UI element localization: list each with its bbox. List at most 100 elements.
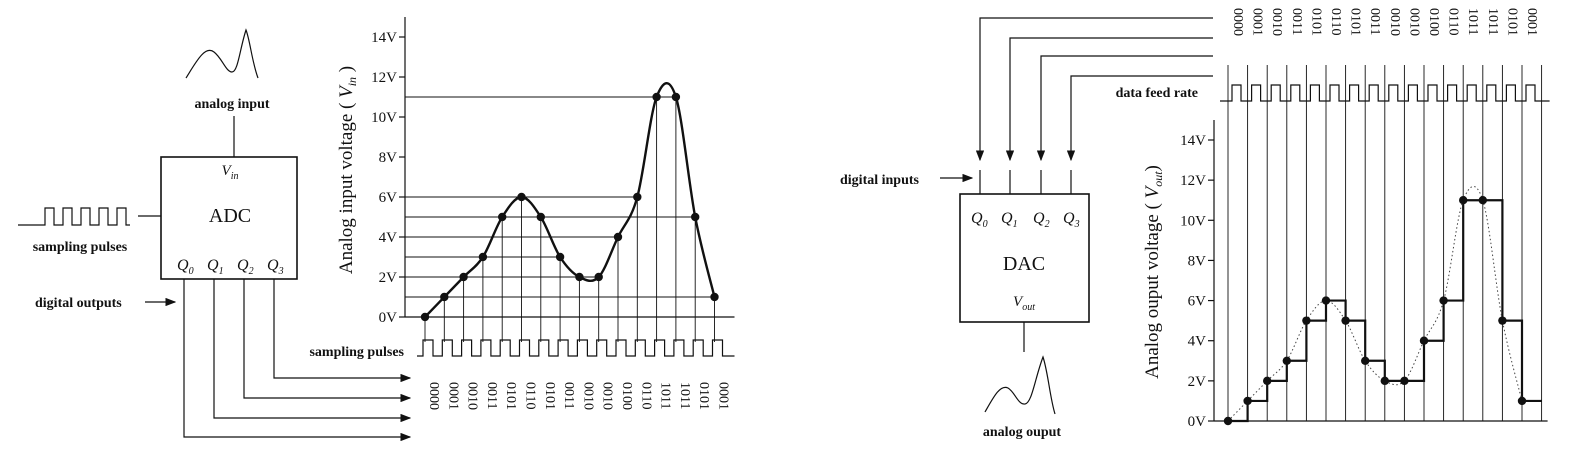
dac-sample-point: [1282, 356, 1292, 365]
adc-sample-point: [440, 292, 449, 302]
adc-code-label: 0101: [503, 382, 518, 410]
adc-code-label: 0001: [716, 382, 731, 410]
analog-input-waveform-icon: [185, 28, 259, 79]
dac-ideal-curve: [1227, 185, 1523, 422]
dac-code-label: 1011: [1485, 8, 1500, 35]
adc-sample-point: [536, 212, 545, 222]
q1-route-wire: [213, 279, 412, 423]
adc-y-axis-label: Analog input voltage ( Vin ): [336, 66, 359, 274]
dac-code-label: 0010: [1406, 8, 1421, 36]
adc-sample-point: [420, 312, 430, 322]
dac-y-tick-label: 12V: [1180, 173, 1206, 189]
dac-sample-point: [1478, 196, 1488, 205]
dac-code-label: 0100: [1426, 8, 1441, 36]
adc-code-label: 1011: [677, 382, 692, 409]
dac-q0-route-wire: [975, 17, 1213, 162]
adc-code-label: 0011: [561, 382, 576, 409]
dac-code-label: 0101: [1348, 8, 1363, 36]
adc-sample-point: [575, 272, 584, 282]
dac-code-label: 0001: [1250, 8, 1265, 36]
dac-sample-point: [1419, 336, 1429, 345]
dac-y-tick-label: 4V: [1188, 334, 1207, 350]
adc-chart: Analog input voltage ( Vin ) 0V 2V 4V 6V 8V 1…: [309, 17, 735, 410]
adc-output-pins: Q0 Q1 Q2 Q3: [177, 257, 284, 277]
dac-q2: Q2: [1033, 210, 1050, 230]
dac-sample-point: [1321, 296, 1331, 305]
dac-y-tick-label: 10V: [1180, 213, 1206, 229]
dac-q3: Q3: [1063, 210, 1080, 230]
dac-code-label: 0001: [1524, 8, 1539, 36]
adc-vin-label: Vin: [222, 163, 239, 182]
adc-chart-sampling-label: sampling pulses: [309, 345, 404, 360]
dac-code-label: 0110: [1446, 8, 1461, 35]
dac-code-label: 0010: [1387, 8, 1402, 36]
dac-code-label: 0101: [1504, 8, 1519, 36]
adc-sample-point: [517, 192, 526, 202]
dac-sample-point: [1243, 396, 1252, 406]
adc-title: ADC: [209, 205, 251, 227]
adc-sample-point: [594, 272, 603, 282]
adc-sample-point: [691, 212, 700, 222]
dac-q0: Q0: [971, 210, 988, 230]
adc-y-tick-label: 8V: [379, 150, 398, 166]
adc-q2: Q2: [237, 257, 254, 277]
dac-sample-point: [1263, 376, 1272, 386]
dac-code-label: 0000: [1230, 8, 1245, 36]
adc-code-label: 0010: [600, 382, 615, 410]
dac-code-label: 0011: [1367, 8, 1382, 35]
dac-sample-point: [1400, 376, 1409, 386]
dac-sample-point: [1341, 316, 1350, 325]
adc-sample-point: [613, 232, 623, 242]
adc-q1: Q1: [207, 257, 224, 277]
adc-code-label: 0110: [523, 382, 538, 409]
dac-q1-route-wire: [1005, 37, 1213, 162]
dac-code-label: 0011: [1289, 8, 1304, 35]
adc-code-label: 0010: [465, 382, 480, 410]
dac-code-label: 0101: [1308, 8, 1323, 36]
adc-block: [160, 156, 298, 280]
q0-route-wire: [183, 279, 412, 442]
adc-code-label: 0110: [638, 382, 653, 409]
dac-q1: Q1: [1001, 210, 1018, 230]
adc-code-label: 0001: [445, 382, 460, 410]
adc-y-tick-label: 6V: [379, 190, 398, 206]
adc-y-tick-label: 14V: [371, 30, 397, 46]
sampling-pulse-waveform-icon: [18, 207, 130, 226]
adc-q3: Q3: [267, 257, 284, 277]
q3-route-wire: [273, 279, 412, 383]
dac-y-tick-label: 14V: [1180, 133, 1206, 149]
dac-vout-label: Vout: [1013, 294, 1035, 313]
adc-sample-point: [633, 192, 642, 202]
dac-y-tick-label: 8V: [1188, 253, 1207, 269]
adc-code-label: 1011: [658, 382, 673, 409]
dac-title: DAC: [1003, 253, 1045, 275]
dac-block: [959, 193, 1090, 323]
dac-sample-point: [1459, 196, 1468, 205]
adc-q0: Q0: [177, 257, 194, 277]
adc-sample-point: [671, 92, 681, 102]
dac-sample-point: [1361, 356, 1370, 365]
dac-y-axis-label: Analog ouput voltage ( Vout): [1142, 165, 1165, 379]
dac-sample-point: [1517, 396, 1527, 406]
dac-sample-point: [1439, 296, 1448, 305]
adc-sampling-pulse-train: [417, 339, 735, 357]
adc-sample-point: [498, 212, 507, 222]
adc-sample-point: [459, 272, 468, 282]
adc-y-tick-label: 0V: [379, 310, 398, 326]
digital-inputs-label: digital inputs: [840, 173, 920, 188]
dac-y-tick-label: 0V: [1188, 414, 1207, 430]
adc-code-label: 0010: [580, 382, 595, 410]
data-feed-rate-label: data feed rate: [1116, 86, 1198, 101]
dac-sample-point: [1498, 316, 1507, 325]
adc-sample-point: [710, 292, 719, 302]
dac-section: Q0 Q1 Q2 Q3 DAC Vout digital inputs anal…: [840, 17, 1213, 440]
adc-code-label: 0100: [619, 382, 634, 410]
analog-output-waveform-icon: [984, 355, 1056, 415]
adc-code-label: 0101: [542, 382, 557, 410]
dac-y-tick-label: 6V: [1188, 294, 1207, 310]
adc-y-tick-label: 10V: [371, 110, 397, 126]
dac-input-pins: Q0 Q1 Q2 Q3: [971, 210, 1080, 230]
adc-sampling-pulses-label: sampling pulses: [33, 240, 128, 255]
dac-sample-point: [1380, 376, 1390, 386]
adc-code-label: 0011: [484, 382, 499, 409]
